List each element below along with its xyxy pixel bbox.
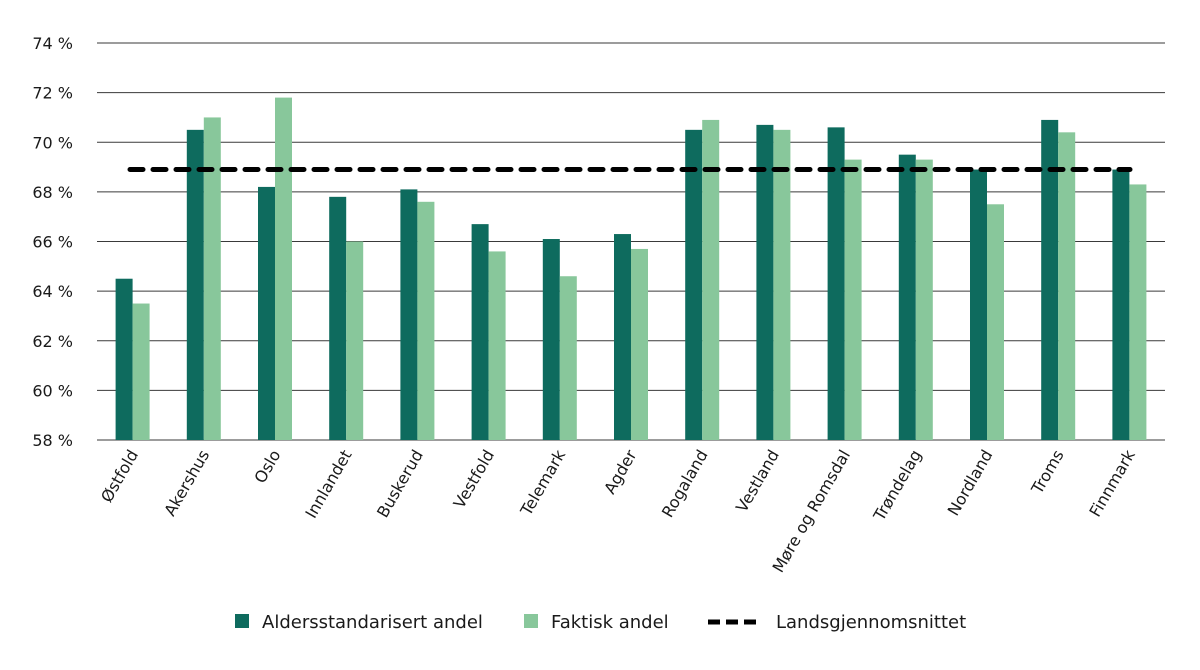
- x-tick-label: Innlandet: [301, 447, 355, 522]
- legend-swatch-series-1: [524, 614, 538, 628]
- x-tick-label: Østfold: [97, 447, 142, 506]
- bar-aldersstandarisert: [970, 169, 987, 440]
- bars: [115, 97, 1147, 441]
- y-tick-label: 68 %: [32, 183, 73, 202]
- y-tick-label: 72 %: [32, 84, 73, 103]
- bar-faktisk: [915, 159, 933, 440]
- bar-aldersstandarisert: [258, 186, 275, 440]
- bar-faktisk: [631, 248, 648, 440]
- y-tick-label: 66 %: [32, 233, 73, 252]
- x-tick-label: Finnmark: [1085, 446, 1139, 520]
- bar-aldersstandarisert: [186, 129, 204, 440]
- bar-faktisk: [773, 129, 791, 440]
- y-tick-label: 62 %: [32, 332, 73, 351]
- x-tick-label: Telemark: [516, 446, 570, 520]
- bar-faktisk: [417, 201, 435, 440]
- bar-aldersstandarisert: [1041, 119, 1059, 440]
- bar-faktisk: [844, 159, 862, 440]
- bar-faktisk: [346, 241, 364, 440]
- x-tick-label: Oslo: [250, 447, 284, 487]
- bar-aldersstandarisert: [542, 239, 560, 440]
- bar-faktisk: [559, 276, 577, 440]
- y-tick-label: 60 %: [32, 381, 73, 400]
- bar-faktisk: [132, 303, 150, 440]
- x-tick-label: Vestland: [732, 447, 783, 516]
- bar-aldersstandarisert: [1112, 169, 1130, 440]
- bar-aldersstandarisert: [329, 196, 347, 440]
- bar-aldersstandarisert: [400, 189, 418, 440]
- bar-faktisk: [987, 204, 1004, 440]
- bar-aldersstandarisert: [115, 278, 133, 440]
- x-tick-label: Vestfold: [450, 447, 499, 512]
- x-tick-label: Rogaland: [658, 447, 712, 521]
- x-tick-label: Møre og Romsdal: [768, 447, 854, 576]
- y-tick-label: 64 %: [32, 282, 73, 301]
- bar-aldersstandarisert: [756, 124, 774, 440]
- bar-faktisk: [275, 97, 292, 441]
- legend-label-series-0: Aldersstandarisert andel: [262, 612, 483, 633]
- x-axis-ticks: Østfold Akershus Oslo Innlandet Buskerud Vest…: [97, 446, 1139, 576]
- x-tick-label: Akershus: [160, 447, 213, 520]
- bar-faktisk: [702, 119, 720, 440]
- bar-aldersstandarisert: [898, 154, 916, 440]
- legend: Aldersstandarisert andel Faktisk andel L…: [235, 612, 966, 633]
- bar-faktisk: [1058, 132, 1076, 440]
- legend-swatch-series-0: [235, 614, 249, 628]
- x-tick-label: Agder: [600, 446, 641, 497]
- bar-faktisk: [203, 117, 221, 440]
- bar-faktisk: [488, 251, 506, 440]
- bar-aldersstandarisert: [614, 234, 631, 440]
- legend-label-reference-line: Landsgjennomsnittet: [776, 612, 966, 633]
- bar-faktisk: [1129, 184, 1147, 440]
- y-axis-ticks: 58 % 60 % 62 % 64 % 66 % 68 % 70 % 72 % 74 %: [32, 34, 73, 450]
- x-tick-label: Troms: [1027, 447, 1068, 498]
- x-tick-label: Nordland: [944, 447, 997, 520]
- legend-label-series-1: Faktisk andel: [551, 612, 669, 633]
- bar-aldersstandarisert: [827, 127, 845, 441]
- bar-aldersstandarisert: [471, 224, 489, 440]
- y-tick-label: 58 %: [32, 431, 73, 450]
- bar-aldersstandarisert: [685, 129, 703, 440]
- x-tick-label: Buskerud: [373, 447, 427, 521]
- x-tick-label: Trøndelag: [869, 447, 925, 525]
- y-tick-label: 70 %: [32, 133, 73, 152]
- y-tick-label: 74 %: [32, 34, 73, 53]
